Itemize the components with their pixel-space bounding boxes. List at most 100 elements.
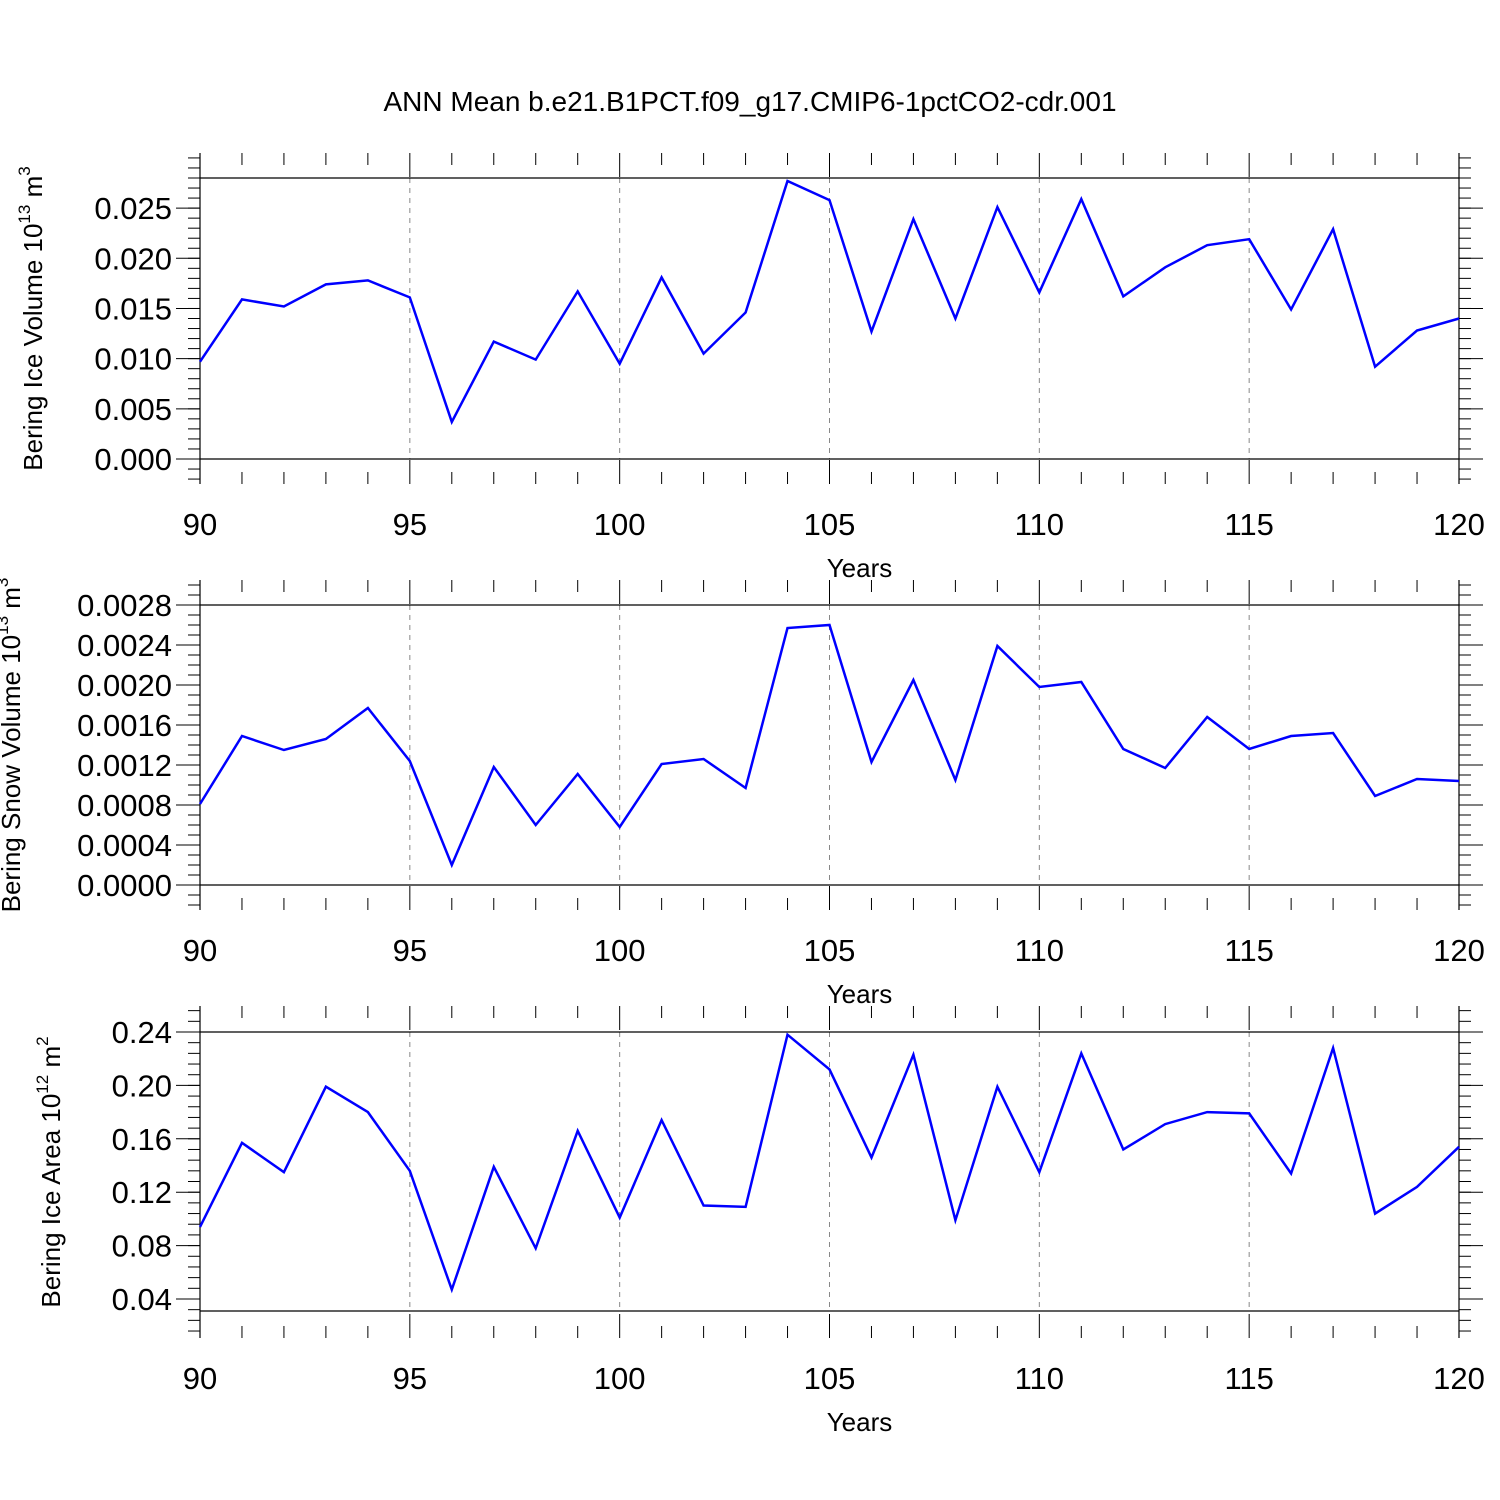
series-line-ice-volume xyxy=(198,179,1460,426)
data-point xyxy=(576,289,580,293)
data-point xyxy=(324,737,328,741)
x-tick-label: 95 xyxy=(393,933,427,968)
data-point xyxy=(702,757,706,761)
data-point xyxy=(1121,294,1125,298)
data-point xyxy=(1289,734,1293,738)
data-point xyxy=(1457,1145,1461,1149)
x-tick-label: 100 xyxy=(594,933,646,968)
x-tick-label: 120 xyxy=(1433,1361,1485,1396)
data-point xyxy=(786,626,790,630)
y-tick-label: 0.0004 xyxy=(77,828,172,863)
x-tick-label: 100 xyxy=(594,1361,646,1396)
data-point xyxy=(240,297,244,301)
data-point xyxy=(1373,1212,1377,1216)
x-tick-label: 120 xyxy=(1433,507,1485,542)
data-point xyxy=(995,1085,999,1089)
data-point xyxy=(534,358,538,362)
data-point xyxy=(744,786,748,790)
data-point xyxy=(702,352,706,356)
x-tick-label: 90 xyxy=(183,933,217,968)
data-point xyxy=(1415,1185,1419,1189)
data-point xyxy=(366,278,370,282)
data-point xyxy=(1037,290,1041,294)
y-tick-label: 0.0000 xyxy=(77,868,172,903)
y-axis-title: Bering Snow Volume 1013 m3 xyxy=(0,578,26,913)
data-point xyxy=(618,362,622,366)
data-point xyxy=(1205,1110,1209,1114)
x-tick-label: 110 xyxy=(1015,1361,1064,1396)
data-point xyxy=(534,1246,538,1250)
data-point xyxy=(1121,1147,1125,1151)
data-point xyxy=(492,340,496,344)
data-point xyxy=(1415,329,1419,333)
data-point xyxy=(198,802,202,806)
data-point xyxy=(1331,1046,1335,1050)
data-point xyxy=(869,760,873,764)
data-point xyxy=(828,1067,832,1071)
data-point xyxy=(366,1110,370,1114)
data-point xyxy=(450,863,454,867)
data-point xyxy=(408,1169,412,1173)
data-point xyxy=(702,1204,706,1208)
data-point xyxy=(660,1118,664,1122)
y-tick-label: 0.12 xyxy=(112,1175,172,1210)
data-point xyxy=(492,1165,496,1169)
data-point xyxy=(660,275,664,279)
data-point xyxy=(450,1288,454,1292)
data-point xyxy=(744,1205,748,1209)
y-tick-label: 0.0012 xyxy=(77,748,172,783)
data-point xyxy=(282,1170,286,1174)
chart-panel-ice-volume: 0.000 0.005 0.010 0.015 0.020 0.025 90 95 100 105… xyxy=(15,153,1485,583)
data-point xyxy=(1247,237,1251,241)
y-tick-label: 0.04 xyxy=(112,1282,172,1317)
y-tick-label: 0.0024 xyxy=(77,628,172,663)
data-point xyxy=(869,330,873,334)
data-point xyxy=(366,706,370,710)
data-point xyxy=(1205,715,1209,719)
data-point xyxy=(1373,794,1377,798)
data-point xyxy=(1037,685,1041,689)
data-point xyxy=(1163,1122,1167,1126)
data-point xyxy=(911,217,915,221)
chart-title: ANN Mean b.e21.B1PCT.f09_g17.CMIP6-1pctC… xyxy=(383,86,1117,117)
data-point xyxy=(1037,1170,1041,1174)
y-axis-title: Bering Ice Area 1012 m2 xyxy=(33,1036,66,1307)
data-point xyxy=(1079,1051,1083,1055)
data-point xyxy=(618,1216,622,1220)
x-tick-label: 95 xyxy=(393,1361,427,1396)
data-point xyxy=(408,295,412,299)
x-tick-label: 115 xyxy=(1224,507,1273,542)
data-point xyxy=(1163,265,1167,269)
data-point xyxy=(1331,731,1335,735)
data-point xyxy=(1331,227,1335,231)
y-tick-label: 0.20 xyxy=(112,1068,172,1103)
data-point xyxy=(450,420,454,424)
data-point xyxy=(1247,747,1251,751)
x-tick-label: 100 xyxy=(594,507,646,542)
data-point xyxy=(576,772,580,776)
y-tick-label: 0.0028 xyxy=(77,588,172,623)
x-tick-label: 110 xyxy=(1015,933,1064,968)
x-tick-label: 90 xyxy=(183,507,217,542)
series-line-ice-area xyxy=(198,1032,1460,1294)
data-point xyxy=(1415,777,1419,781)
data-point xyxy=(618,825,622,829)
data-point xyxy=(282,304,286,308)
data-point xyxy=(786,179,790,183)
y-tick-label: 0.000 xyxy=(94,442,172,477)
data-point xyxy=(911,1053,915,1057)
data-point xyxy=(534,823,538,827)
data-point xyxy=(660,762,664,766)
data-point xyxy=(408,759,412,763)
data-point xyxy=(1289,1172,1293,1176)
y-tick-label: 0.025 xyxy=(94,191,172,226)
data-point xyxy=(1079,680,1083,684)
data-point xyxy=(953,317,957,321)
data-point xyxy=(953,1218,957,1222)
data-point xyxy=(1205,243,1209,247)
y-tick-label: 0.0020 xyxy=(77,668,172,703)
x-tick-label: 105 xyxy=(804,507,856,542)
data-point xyxy=(1373,365,1377,369)
x-tick-label: 90 xyxy=(183,1361,217,1396)
